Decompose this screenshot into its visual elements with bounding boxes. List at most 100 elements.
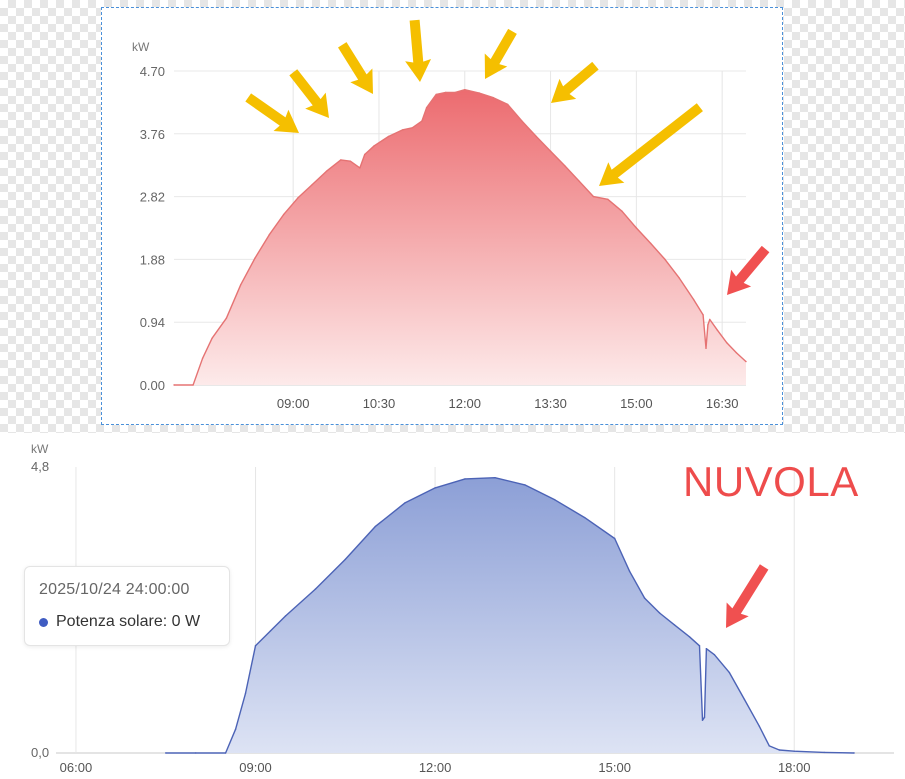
data-point xyxy=(374,525,376,528)
data-point xyxy=(709,318,711,321)
data-point xyxy=(614,537,616,540)
data-point xyxy=(778,749,780,751)
data-point xyxy=(421,120,423,122)
data-point xyxy=(793,750,795,752)
data-point xyxy=(364,153,366,156)
data-point xyxy=(254,645,257,647)
x-tick-label: 12:00 xyxy=(448,396,481,411)
x-tick-label: 16:30 xyxy=(706,396,739,411)
y-tick-label: 1.88 xyxy=(140,252,165,267)
data-point xyxy=(192,384,194,386)
data-point xyxy=(359,167,361,169)
x-tick-label: 12:00 xyxy=(419,760,452,775)
x-tick-label: 13:30 xyxy=(534,396,567,411)
data-point xyxy=(404,502,406,504)
data-point xyxy=(425,107,428,109)
x-tick-label: 18:00 xyxy=(778,760,811,775)
data-point xyxy=(225,317,228,319)
data-point xyxy=(705,347,707,349)
data-point xyxy=(284,615,287,617)
data-point xyxy=(650,242,652,245)
data-point xyxy=(564,165,566,167)
arrow-down-left-icon xyxy=(727,245,770,295)
data-point xyxy=(726,342,728,344)
series-color-dot xyxy=(39,617,48,627)
tooltip-series-row: Potenza solare: 0 W xyxy=(39,613,229,631)
data-point xyxy=(698,645,701,647)
top-power-chart: kW 0.00 0.94 1.88 2.82 3.76 4.70 09:00 10:30 12:0… xyxy=(132,19,770,411)
tooltip-date: 2025/10/24 24:00:00 xyxy=(39,581,190,598)
data-point xyxy=(554,499,556,501)
data-point xyxy=(211,337,213,339)
data-point xyxy=(195,752,197,754)
data-point xyxy=(173,384,175,386)
data-point xyxy=(743,698,746,701)
data-point xyxy=(435,93,437,96)
arrow-down-right-icon xyxy=(551,61,599,103)
data-point xyxy=(853,752,855,754)
data-point xyxy=(628,570,631,572)
data-point xyxy=(707,324,709,326)
data-point xyxy=(325,170,328,172)
data-point xyxy=(454,91,456,94)
data-point xyxy=(311,183,313,186)
data-point xyxy=(735,352,738,354)
data-point xyxy=(745,360,747,363)
data-point xyxy=(434,487,436,489)
data-point xyxy=(268,234,270,236)
x-tick-label: 15:00 xyxy=(598,760,631,775)
data-point xyxy=(705,648,708,650)
data-point xyxy=(823,751,825,754)
data-point xyxy=(701,719,704,721)
data-point xyxy=(692,298,695,301)
y-tick-label: 0.00 xyxy=(140,378,165,393)
data-point xyxy=(254,257,256,259)
y-tick-label: 2.82 xyxy=(140,190,165,205)
tooltip-series-label: Potenza solare: xyxy=(56,613,168,630)
data-point xyxy=(507,103,509,106)
data-point xyxy=(494,477,496,479)
data-point xyxy=(535,135,537,138)
series-area xyxy=(174,89,746,385)
unit-label: kW xyxy=(132,40,150,54)
data-point xyxy=(607,198,609,200)
x-tick-label: 09:00 xyxy=(239,760,272,775)
data-point xyxy=(464,478,466,480)
data-point xyxy=(387,135,390,138)
arrow-down-right-icon xyxy=(405,19,432,82)
data-point xyxy=(234,728,237,730)
arrow-down-right-icon xyxy=(338,42,373,94)
bottom-power-chart: kW 0,0 4,8 06:00 09:00 12:00 15:00 18:00 xyxy=(31,442,894,775)
data-point xyxy=(713,654,716,656)
series-area xyxy=(165,477,855,753)
data-point xyxy=(244,692,247,695)
x-tick-label: 15:00 xyxy=(620,396,653,411)
arrow-down-right-icon xyxy=(599,103,703,186)
cloud-annotation-label: NUVOLA xyxy=(683,458,859,505)
data-point xyxy=(445,91,447,94)
y-tick-label: 4.70 xyxy=(140,64,165,79)
data-point xyxy=(165,752,167,754)
data-point xyxy=(411,127,413,129)
data-point xyxy=(643,597,646,599)
data-point xyxy=(349,160,352,162)
data-point xyxy=(464,89,466,91)
data-point xyxy=(664,258,666,261)
data-point xyxy=(702,314,704,316)
data-point xyxy=(524,484,526,486)
data-point xyxy=(224,752,227,754)
data-point xyxy=(344,558,346,561)
data-point xyxy=(758,725,760,727)
data-point xyxy=(521,120,523,122)
arrow-down-right-icon xyxy=(484,28,517,79)
series-line xyxy=(174,89,747,386)
x-tick-label: 06:00 xyxy=(60,760,93,775)
data-point xyxy=(282,213,285,216)
data-point xyxy=(492,97,495,99)
data-point xyxy=(635,227,638,229)
data-point xyxy=(688,636,691,638)
x-tick-label: 10:30 xyxy=(363,396,396,411)
data-point xyxy=(549,150,552,152)
data-point xyxy=(269,630,272,632)
data-point xyxy=(678,277,680,279)
